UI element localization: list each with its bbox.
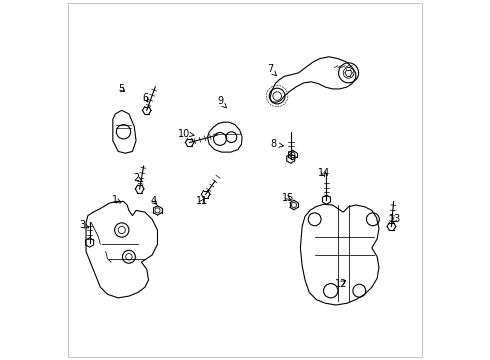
Text: 13: 13 [389, 214, 401, 224]
Text: 3: 3 [79, 220, 89, 230]
Text: 7: 7 [267, 64, 276, 76]
Text: 2: 2 [133, 173, 143, 183]
Text: 12: 12 [335, 279, 347, 289]
Text: 5: 5 [119, 84, 125, 94]
Text: 15: 15 [282, 193, 294, 203]
Text: 8: 8 [270, 139, 283, 149]
Text: 11: 11 [196, 197, 208, 206]
Text: 6: 6 [142, 93, 148, 103]
Text: 14: 14 [318, 168, 330, 178]
Text: 1: 1 [112, 195, 121, 204]
Text: 10: 10 [178, 129, 194, 139]
Text: 4: 4 [151, 197, 157, 206]
Text: 9: 9 [217, 96, 226, 108]
